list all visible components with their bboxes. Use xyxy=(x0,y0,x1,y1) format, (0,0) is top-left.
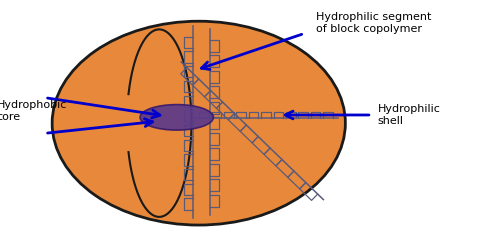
Ellipse shape xyxy=(140,105,214,130)
Ellipse shape xyxy=(52,21,346,225)
Text: Hydrophilic segment
of block copolymer: Hydrophilic segment of block copolymer xyxy=(316,13,432,34)
Text: Hydrophilic
shell: Hydrophilic shell xyxy=(378,104,440,126)
Text: Hydrophobic
core: Hydrophobic core xyxy=(0,100,67,122)
